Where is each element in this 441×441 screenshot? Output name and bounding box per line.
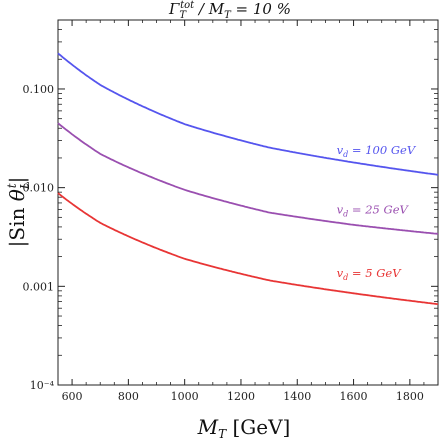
- x-tick-label: 1600: [340, 390, 368, 403]
- series-label-vd-25: vd = 25 GeV: [337, 202, 410, 218]
- xlabel-unit: [GeV]: [226, 415, 290, 439]
- x-tick-label: 1400: [283, 390, 311, 403]
- series-label-vd-5: vd = 5 GeV: [337, 266, 403, 282]
- series-label-sub: d: [343, 150, 348, 159]
- plot-area: 600 800 1000 1200 1400 1600 1800 10⁻⁴ 0.001 0.010…: [23, 19, 439, 403]
- series-label-value: = 100 GeV: [348, 143, 417, 157]
- series-label-sub: d: [343, 209, 348, 218]
- y-tick-label: 0.001: [23, 280, 55, 293]
- x-tick-label: 800: [118, 390, 139, 403]
- x-tick-label: 600: [62, 390, 83, 403]
- x-tick-label: 1000: [171, 390, 199, 403]
- y-tick-label: 10⁻⁴: [30, 379, 55, 392]
- plot-frame: [57, 19, 439, 386]
- ylabel-theta-sup: t: [5, 183, 19, 188]
- title-gamma-sub: T: [179, 10, 187, 21]
- y-axis-title: |Sin θLt|: [5, 177, 32, 248]
- series-label-v: v: [337, 266, 344, 280]
- series-label-v: v: [337, 202, 344, 216]
- y-tick-label: 0.100: [23, 83, 55, 96]
- series-line-vd-25: [57, 122, 439, 235]
- series-label-value: = 25 GeV: [348, 202, 409, 216]
- x-tick-label: 1200: [227, 390, 255, 403]
- series-label-v: v: [337, 143, 344, 157]
- ylabel-theta-sub: L: [18, 181, 32, 190]
- ylabel-theta: θ: [5, 189, 29, 201]
- ylabel-abs-open: |Sin: [5, 201, 30, 247]
- x-axis-title: MT [GeV]: [197, 415, 291, 441]
- chart-title: ΓTtot / MT = 10 %: [168, 0, 291, 21]
- title-m-sub: T: [224, 10, 232, 21]
- title-rest: / M: [194, 0, 225, 18]
- series-label-vd-100: vd = 100 GeV: [337, 143, 417, 159]
- y-tick-label: 0.010: [23, 182, 55, 195]
- series-line-vd-5: [57, 192, 439, 305]
- xlabel-m-sub: T: [218, 427, 227, 441]
- title-gamma: Γ: [168, 0, 180, 18]
- xlabel-m: M: [197, 415, 219, 439]
- x-tick-label: 1800: [396, 390, 424, 403]
- series-label-sub: d: [343, 273, 348, 282]
- title-tail: = 10 %: [231, 0, 291, 18]
- ylabel-abs-close: |: [5, 177, 30, 184]
- title-gamma-sup: tot: [180, 0, 195, 11]
- series-label-value: = 5 GeV: [348, 266, 402, 280]
- series-line-vd-100: [57, 52, 439, 176]
